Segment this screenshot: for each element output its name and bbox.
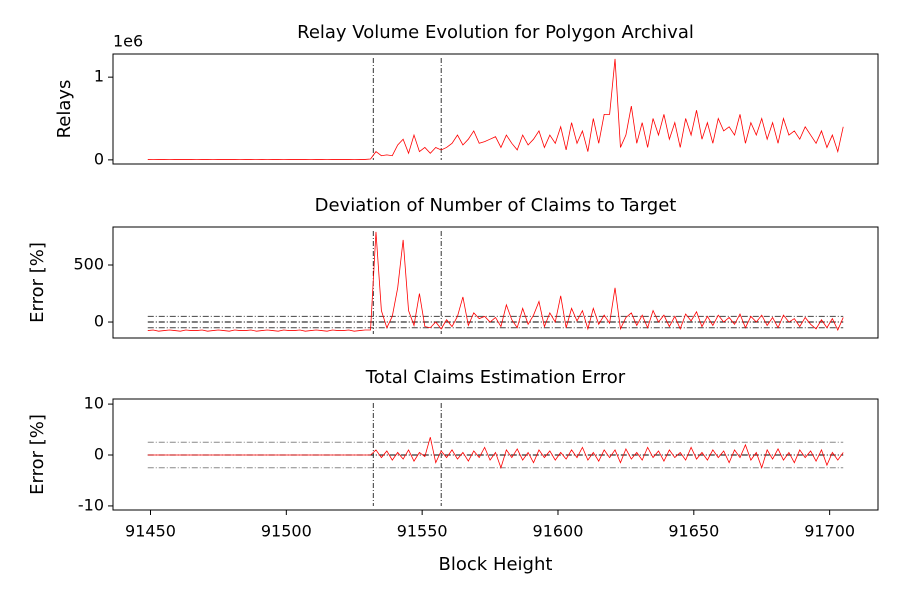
subplot-title: Relay Volume Evolution for Polygon Archi… [297,22,694,43]
offset-text: 1e6 [113,32,143,51]
data-line [147,58,844,160]
x-tick-label: 91450 [125,522,176,541]
y-tick-label: 10 [84,394,104,413]
x-axis-label: Block Height [439,554,553,575]
x-tick-label: 91700 [804,522,855,541]
y-axis-label: Relays [54,80,75,139]
y-tick-label: 500 [73,254,104,273]
y-tick-label: -10 [78,495,104,514]
x-tick-label: 91500 [261,522,312,541]
x-tick-label: 91550 [397,522,448,541]
axes-frame [112,53,879,165]
subplot-title: Deviation of Number of Claims to Target [315,195,677,216]
x-tick-label: 91650 [668,522,719,541]
y-tick-label: 0 [94,445,104,464]
y-tick-label: 1 [94,67,104,86]
data-line [147,231,844,332]
y-tick-label: 0 [94,312,104,331]
subplot-title: Total Claims Estimation Error [365,367,626,388]
y-tick-label: 0 [94,149,104,168]
y-axis-label: Error [%] [27,414,48,495]
data-line [147,437,844,470]
x-tick-label: 91600 [533,522,584,541]
y-axis-label: Error [%] [27,242,48,323]
axes-frame [112,226,879,339]
axes-frame [112,398,879,511]
